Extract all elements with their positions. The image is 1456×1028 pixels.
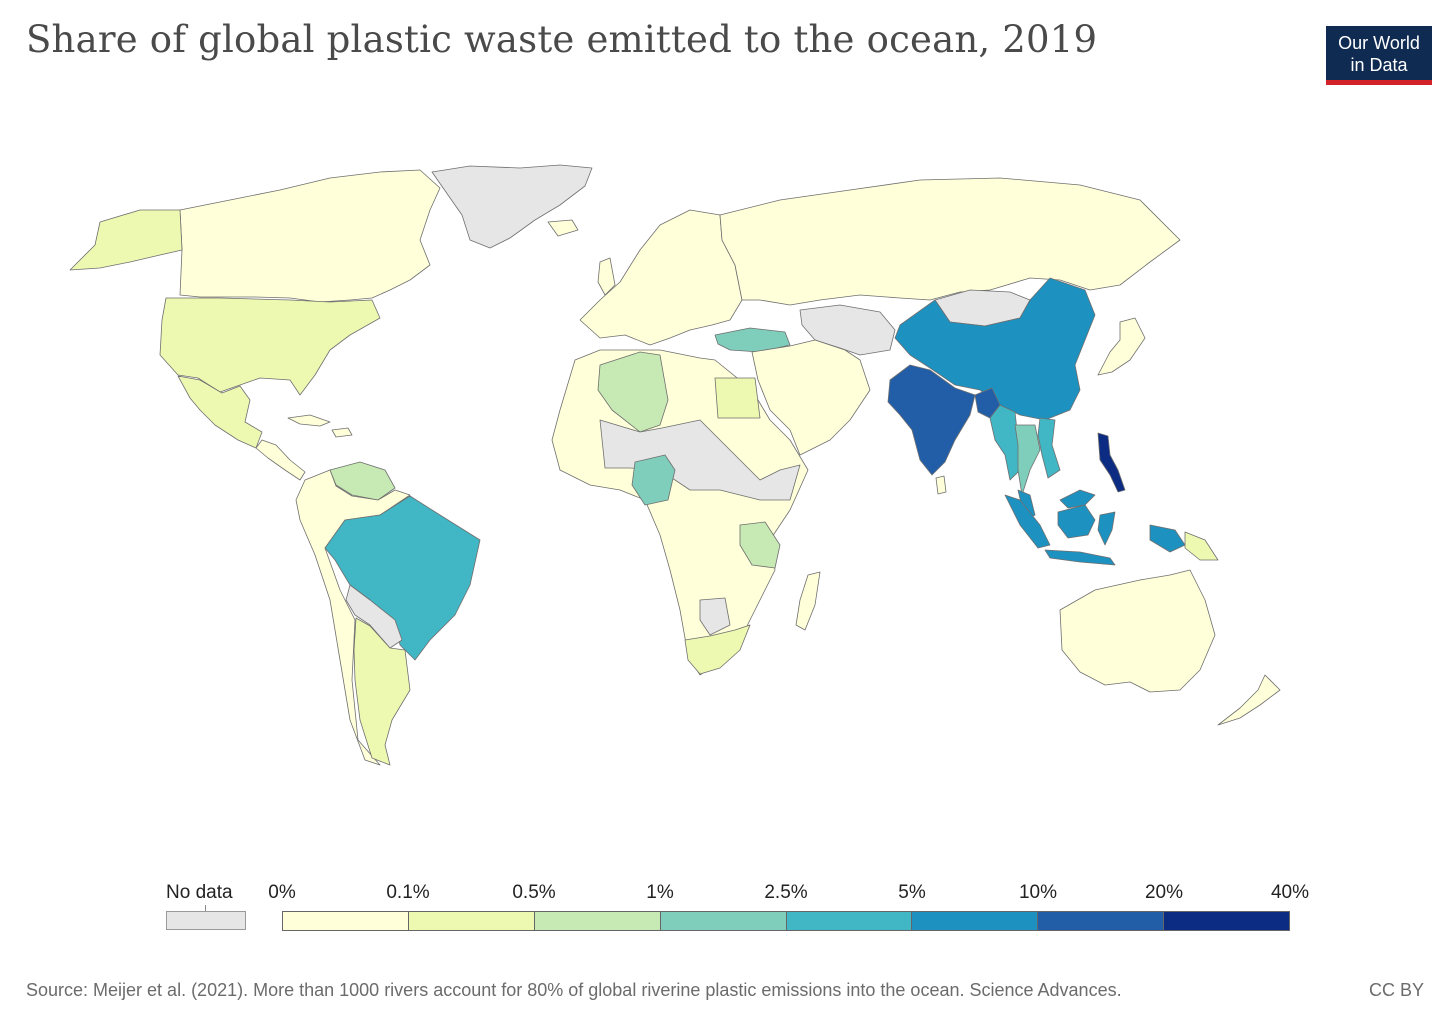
legend-bin[interactable] bbox=[660, 912, 787, 930]
region-uk[interactable] bbox=[597, 257, 616, 296]
region-russia[interactable] bbox=[719, 177, 1181, 306]
region-argentina[interactable] bbox=[353, 617, 411, 766]
region-south-africa[interactable] bbox=[684, 624, 751, 675]
region-middle-east[interactable] bbox=[751, 339, 871, 456]
chart-title: Share of global plastic waste emitted to… bbox=[26, 18, 1098, 61]
legend-tick-label: 0.5% bbox=[512, 882, 556, 903]
legend-tick-label: 20% bbox=[1144, 882, 1184, 903]
region-southern-africa-nodata[interactable] bbox=[699, 597, 731, 636]
legend-no-data-tick bbox=[205, 905, 206, 911]
logo-line-1: Our World bbox=[1338, 33, 1420, 53]
region-tanzania[interactable] bbox=[739, 521, 781, 569]
legend-no-data-label: No data bbox=[166, 882, 233, 903]
legend-bin[interactable] bbox=[786, 912, 913, 930]
legend-bin[interactable] bbox=[912, 912, 1039, 930]
region-papua-new-guinea[interactable] bbox=[1184, 531, 1219, 561]
region-malaysia-borneo[interactable] bbox=[1059, 489, 1096, 509]
legend-tick-label: 1% bbox=[646, 882, 674, 903]
region-japan[interactable] bbox=[1097, 317, 1146, 376]
region-india[interactable] bbox=[887, 364, 976, 476]
legend-bin[interactable] bbox=[283, 912, 409, 930]
region-alaska[interactable] bbox=[69, 209, 183, 271]
legend-tick-label: 0.1% bbox=[386, 882, 430, 903]
region-hispaniola[interactable] bbox=[331, 427, 353, 438]
legend-tick-label: 10% bbox=[1018, 882, 1058, 903]
region-brazil[interactable] bbox=[324, 495, 481, 661]
region-myanmar[interactable] bbox=[989, 404, 1021, 481]
legend-tick-label: 40% bbox=[1270, 882, 1310, 903]
region-nigeria[interactable] bbox=[631, 454, 676, 506]
logo-line-2: in Data bbox=[1350, 55, 1408, 75]
region-indonesia-java[interactable] bbox=[1044, 549, 1116, 566]
owid-logo[interactable]: Our World in Data bbox=[1326, 26, 1432, 85]
region-indonesia-sumatra[interactable] bbox=[1004, 494, 1051, 549]
region-indonesia-papua[interactable] bbox=[1149, 524, 1186, 553]
region-australia[interactable] bbox=[1059, 569, 1216, 693]
region-thailand[interactable] bbox=[1014, 424, 1041, 496]
region-sri-lanka[interactable] bbox=[935, 475, 947, 495]
region-venezuela[interactable] bbox=[329, 461, 396, 501]
region-central-america[interactable] bbox=[255, 439, 306, 481]
legend-bin[interactable] bbox=[1038, 912, 1165, 930]
legend-bin[interactable] bbox=[1164, 912, 1289, 930]
region-algeria[interactable] bbox=[597, 351, 669, 433]
source-note: Source: Meijer et al. (2021). More than … bbox=[26, 980, 1122, 1000]
region-iceland[interactable] bbox=[547, 219, 579, 237]
legend-tick-label: 5% bbox=[898, 882, 926, 903]
region-egypt[interactable] bbox=[714, 377, 761, 419]
region-united-states[interactable] bbox=[159, 297, 381, 396]
region-canada[interactable] bbox=[179, 169, 441, 303]
region-vietnam[interactable] bbox=[1037, 417, 1061, 479]
region-new-zealand[interactable] bbox=[1217, 674, 1281, 726]
region-cuba[interactable] bbox=[287, 414, 331, 427]
region-greenland[interactable] bbox=[431, 164, 593, 249]
legend-color-scale bbox=[282, 911, 1290, 931]
region-indonesia-borneo[interactable] bbox=[1057, 504, 1096, 539]
legend-tick-label: 0% bbox=[268, 882, 296, 903]
region-indonesia-sulawesi[interactable] bbox=[1097, 511, 1116, 546]
world-map bbox=[0, 120, 1456, 840]
legend-bin[interactable] bbox=[534, 912, 661, 930]
legend-tick-label: 2.5% bbox=[764, 882, 808, 903]
region-philippines[interactable] bbox=[1097, 432, 1126, 493]
region-china[interactable] bbox=[894, 277, 1096, 421]
license-link[interactable]: CC BY bbox=[1368, 980, 1424, 1000]
region-madagascar[interactable] bbox=[795, 571, 821, 631]
region-south-america-other[interactable] bbox=[295, 469, 411, 766]
legend-no-data-swatch[interactable] bbox=[166, 911, 246, 930]
region-mexico[interactable] bbox=[177, 375, 263, 449]
legend-bin[interactable] bbox=[408, 912, 535, 930]
